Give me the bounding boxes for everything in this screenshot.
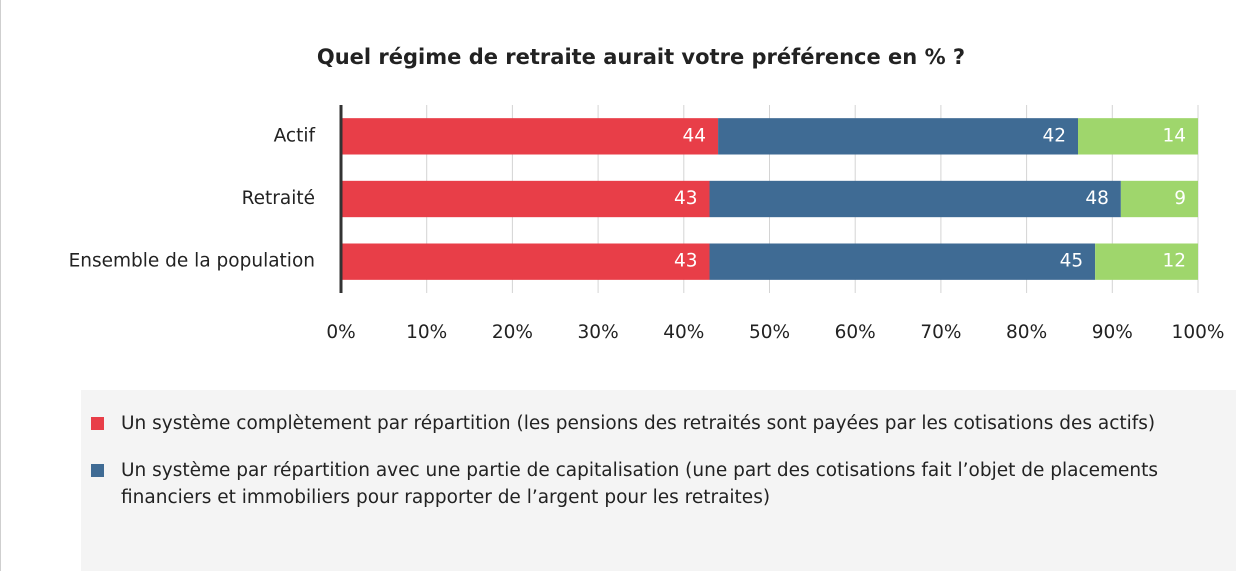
bar-segment xyxy=(718,118,1079,155)
x-tick-label: 80% xyxy=(1006,322,1047,343)
data-label: 14 xyxy=(1162,125,1186,146)
x-tick-label: 100% xyxy=(1172,322,1225,343)
bar-segment xyxy=(709,180,1121,218)
bar-segment xyxy=(341,243,710,280)
bar-segment xyxy=(1095,243,1198,280)
legend-swatch xyxy=(91,417,104,430)
data-label: 45 xyxy=(1060,251,1084,272)
chart-title: Quel régime de retraite aurait votre pré… xyxy=(317,45,965,69)
x-tick-label: 30% xyxy=(578,322,619,343)
bar-segment xyxy=(1120,180,1198,218)
data-label: 48 xyxy=(1085,188,1109,209)
bar-segment xyxy=(341,180,710,218)
y-tick-label: Actif xyxy=(274,125,316,146)
data-label: 44 xyxy=(683,125,707,146)
data-label: 43 xyxy=(674,251,698,272)
bar-segment xyxy=(341,118,719,155)
legend-label: Un système complètement par répartition … xyxy=(121,413,1156,434)
legend-entry: Un système complètement par répartition … xyxy=(89,410,1216,437)
bar-segment xyxy=(709,243,1096,280)
legend-label: Un système par répartition avec une part… xyxy=(121,460,1159,508)
legend-swatch xyxy=(91,464,104,477)
x-tick-label: 60% xyxy=(835,322,876,343)
x-tick-label: 10% xyxy=(406,322,447,343)
data-label: 9 xyxy=(1174,188,1186,209)
data-label: 12 xyxy=(1162,251,1186,272)
x-tick-label: 40% xyxy=(663,322,704,343)
legend-entry: Un système par répartition avec une part… xyxy=(89,457,1216,511)
chart: Quel régime de retraite aurait votre pré… xyxy=(69,45,1225,343)
bar-segment xyxy=(1078,118,1198,155)
legend: Un système complètement par répartition … xyxy=(81,390,1236,571)
x-tick-label: 20% xyxy=(492,322,533,343)
x-tick-label: 50% xyxy=(749,322,790,343)
y-tick-label: Ensemble de la population xyxy=(69,251,315,272)
x-tick-label: 0% xyxy=(326,322,355,343)
data-label: 42 xyxy=(1042,125,1066,146)
y-tick-label: Retraité xyxy=(242,188,315,209)
data-label: 43 xyxy=(674,188,698,209)
x-tick-label: 70% xyxy=(920,322,961,343)
x-tick-label: 90% xyxy=(1092,322,1133,343)
